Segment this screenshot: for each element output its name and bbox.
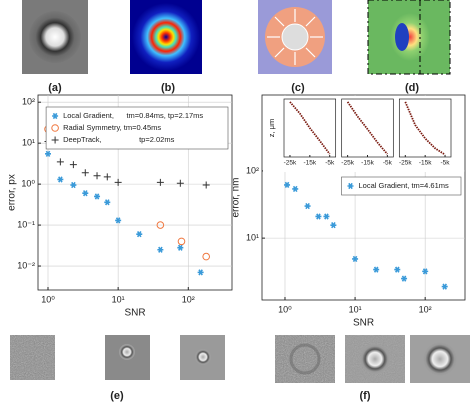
point: [202, 181, 210, 189]
panel-label: (e): [110, 390, 124, 402]
x-tick-label: 10¹: [349, 304, 362, 314]
legend-label: DeepTrack, tp=2.02ms: [63, 135, 174, 144]
point: [69, 161, 77, 169]
point: [94, 193, 101, 200]
point: [422, 268, 429, 275]
point: [103, 173, 111, 181]
y-tick-label: 10⁻¹: [17, 219, 35, 229]
y-tick-label: 10¹: [246, 233, 259, 243]
panel-label: (d): [405, 82, 419, 94]
inset-line: [346, 101, 389, 155]
point: [115, 217, 122, 224]
inset-tick-label: -15k: [361, 160, 374, 167]
inset-y-label: z, μm: [267, 119, 276, 138]
y-tick-label: 10²: [22, 97, 35, 107]
point: [136, 231, 143, 238]
point: [292, 185, 299, 193]
inset-frame: [283, 98, 337, 158]
inset-tick-label: -15k: [304, 160, 317, 167]
legend-box: [341, 176, 462, 196]
image-d: [367, 0, 451, 75]
point: [156, 178, 164, 186]
x-tick-label: 10¹: [112, 294, 125, 304]
point: [93, 172, 101, 180]
legend-marker: [52, 112, 59, 120]
point: [441, 283, 448, 290]
panel-label: (b): [161, 82, 175, 94]
point: [70, 181, 77, 189]
point: [284, 181, 291, 189]
y-tick-label: 10¹: [22, 138, 35, 148]
y-axis-label: error, px: [7, 174, 18, 211]
inset-tick-label: -5k: [383, 160, 393, 167]
panel-label: (f): [360, 390, 371, 402]
x-axis-label: SNR: [353, 318, 374, 329]
x-tick-label: 10⁰: [41, 294, 55, 304]
inset-tick-label: -25k: [284, 160, 297, 167]
point: [57, 176, 64, 183]
point: [323, 213, 330, 220]
y-tick-label: 10²: [246, 165, 259, 175]
point: [176, 179, 184, 187]
inset-tick-label: -5k: [325, 160, 335, 167]
legend-marker: [51, 124, 59, 132]
point: [304, 202, 311, 210]
y-tick-label: 10⁰: [21, 179, 35, 189]
panel-label: (a): [48, 82, 62, 94]
point: [157, 246, 164, 253]
inset-tick-label: -25k: [399, 160, 412, 167]
legend-label: Local Gradient, tm=0.84ms, tp=2.17ms: [63, 111, 203, 120]
point: [330, 222, 337, 229]
point: [315, 213, 322, 220]
inset-tick-label: -25k: [341, 160, 354, 167]
point: [373, 266, 380, 273]
y-axis-label: error, nm: [231, 177, 242, 217]
inset-tick-label: -15k: [419, 160, 432, 167]
point: [401, 275, 408, 282]
point: [81, 169, 89, 177]
thumbnails: [10, 335, 470, 383]
image-c: [258, 0, 332, 74]
inset-tick-label: -5k: [441, 160, 451, 167]
image-a: [22, 0, 88, 74]
point: [45, 150, 52, 157]
legend-box: [45, 106, 229, 150]
y-tick-label: 10⁻²: [17, 260, 35, 270]
point: [114, 178, 122, 186]
point: [202, 252, 210, 261]
point: [197, 269, 204, 276]
x-axis-label: SNR: [124, 308, 145, 319]
x-tick-label: 10²: [419, 304, 432, 314]
legend-label: Radial Symmetry, tm=0.45ms: [63, 123, 161, 132]
x-tick-label: 10⁰: [278, 304, 292, 314]
point: [82, 190, 89, 197]
point: [156, 221, 165, 229]
panel-label: (c): [291, 82, 305, 94]
image-b: [130, 0, 202, 74]
point: [394, 266, 401, 273]
legend-label: Local Gradient, tm=4.61ms: [359, 181, 450, 190]
legend-marker: [51, 136, 59, 144]
point: [352, 255, 359, 263]
point: [56, 158, 64, 166]
point: [177, 237, 186, 246]
inset-frame: [398, 98, 452, 158]
point: [177, 244, 184, 251]
x-tick-label: 10²: [182, 294, 195, 304]
legend-marker: [347, 182, 354, 190]
inset-line: [289, 101, 331, 155]
point: [104, 199, 111, 206]
